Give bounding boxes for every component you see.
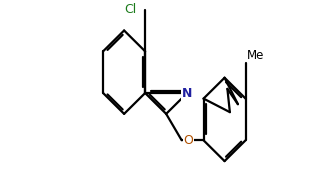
Text: N: N	[182, 87, 193, 100]
Text: Cl: Cl	[124, 3, 136, 16]
Text: O: O	[183, 134, 193, 147]
Text: Me: Me	[247, 49, 264, 62]
